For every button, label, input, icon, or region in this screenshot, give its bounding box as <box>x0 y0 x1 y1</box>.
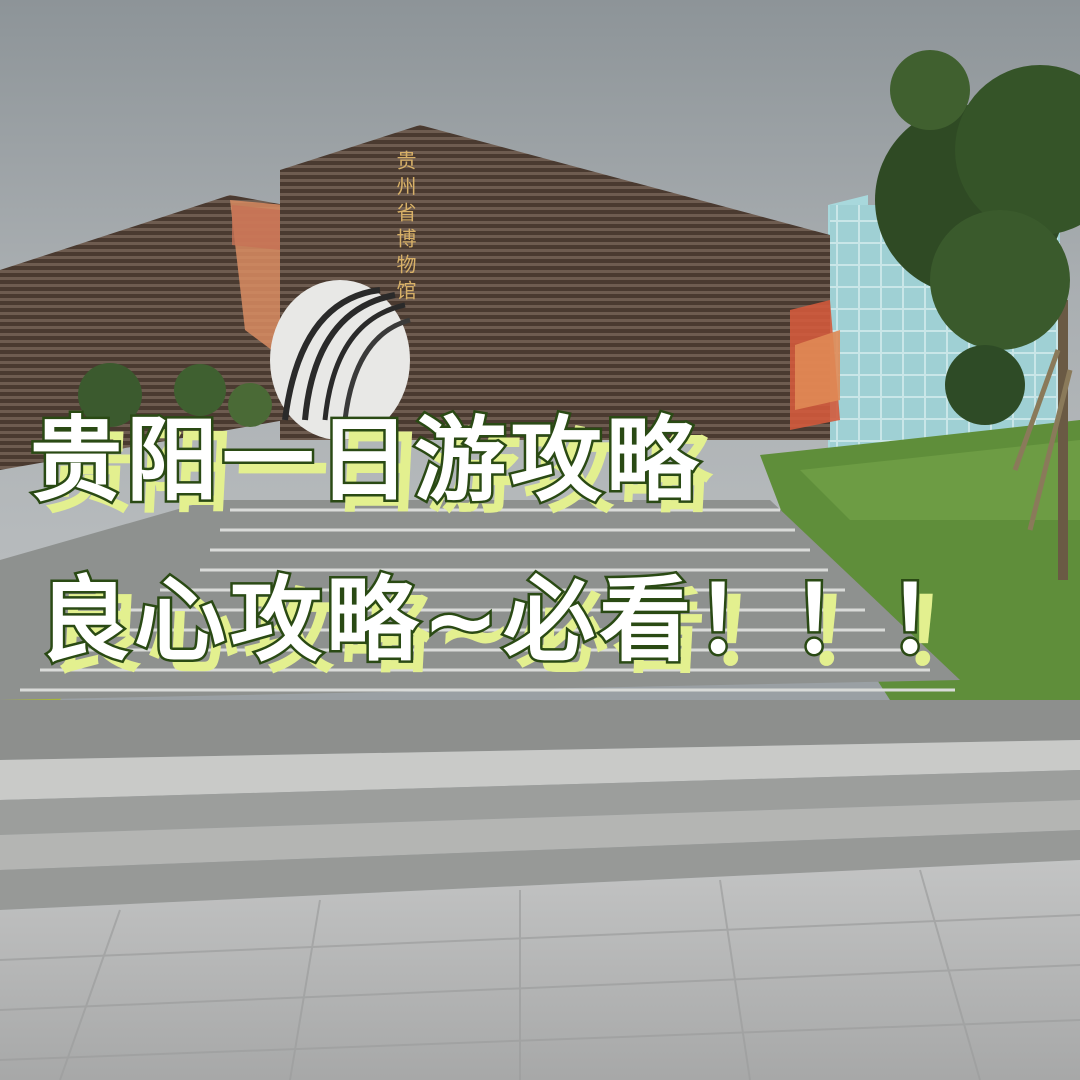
left-trees <box>78 363 272 427</box>
museum-sign: 贵州省博物馆 <box>393 150 417 306</box>
lower-steps <box>0 700 1080 910</box>
right-tree <box>875 50 1080 580</box>
headline-line-2-text: 良心攻略~必看！！！ <box>35 567 984 674</box>
white-sculpture <box>270 280 411 440</box>
grass-hill <box>760 420 1080 710</box>
museum-main-block <box>280 125 840 440</box>
plaza-floor <box>0 860 1080 1080</box>
headline-line-1-text: 贵阳一日游攻略 <box>27 407 703 514</box>
main-staircase <box>0 500 960 700</box>
plaza-tiles <box>0 869 1080 1080</box>
